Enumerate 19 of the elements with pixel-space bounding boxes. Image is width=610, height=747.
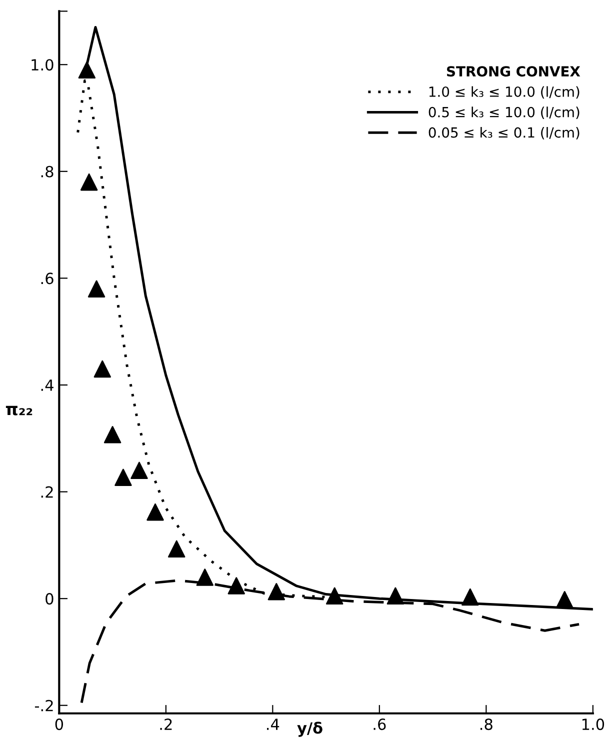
y-tick-label: .6 xyxy=(41,272,54,284)
x-tick-label: 0 xyxy=(55,718,64,730)
x-tick-label: .4 xyxy=(267,718,280,730)
y-tick-label: -.2 xyxy=(34,700,53,712)
y-tick-label: .4 xyxy=(41,380,54,391)
legend-label: 0.5 ≤ k₃ ≤ 10.0 (l/cm) xyxy=(428,106,580,119)
x-tick-label: .6 xyxy=(374,718,386,730)
legend-label: 0.05 ≤ k₃ ≤ 0.1 (l/cm) xyxy=(428,126,580,140)
x-tick-label: 1.0 xyxy=(582,718,604,730)
y-axis-title: π₂₂ xyxy=(6,406,32,416)
x-axis-title: y/δ xyxy=(297,722,322,737)
y-tick-label: .8 xyxy=(41,166,54,178)
legend-title: STRONG CONVEX xyxy=(447,66,580,77)
x-tick-label: .8 xyxy=(480,718,492,730)
x-tick-label: .2 xyxy=(160,718,172,730)
legend-label: 1.0 ≤ k₃ ≤ 10.0 (l/cm) xyxy=(429,86,580,99)
y-tick-label: .2 xyxy=(41,486,53,498)
y-tick-label: 0 xyxy=(46,593,54,605)
y-tick-label: 1.0 xyxy=(32,59,54,71)
